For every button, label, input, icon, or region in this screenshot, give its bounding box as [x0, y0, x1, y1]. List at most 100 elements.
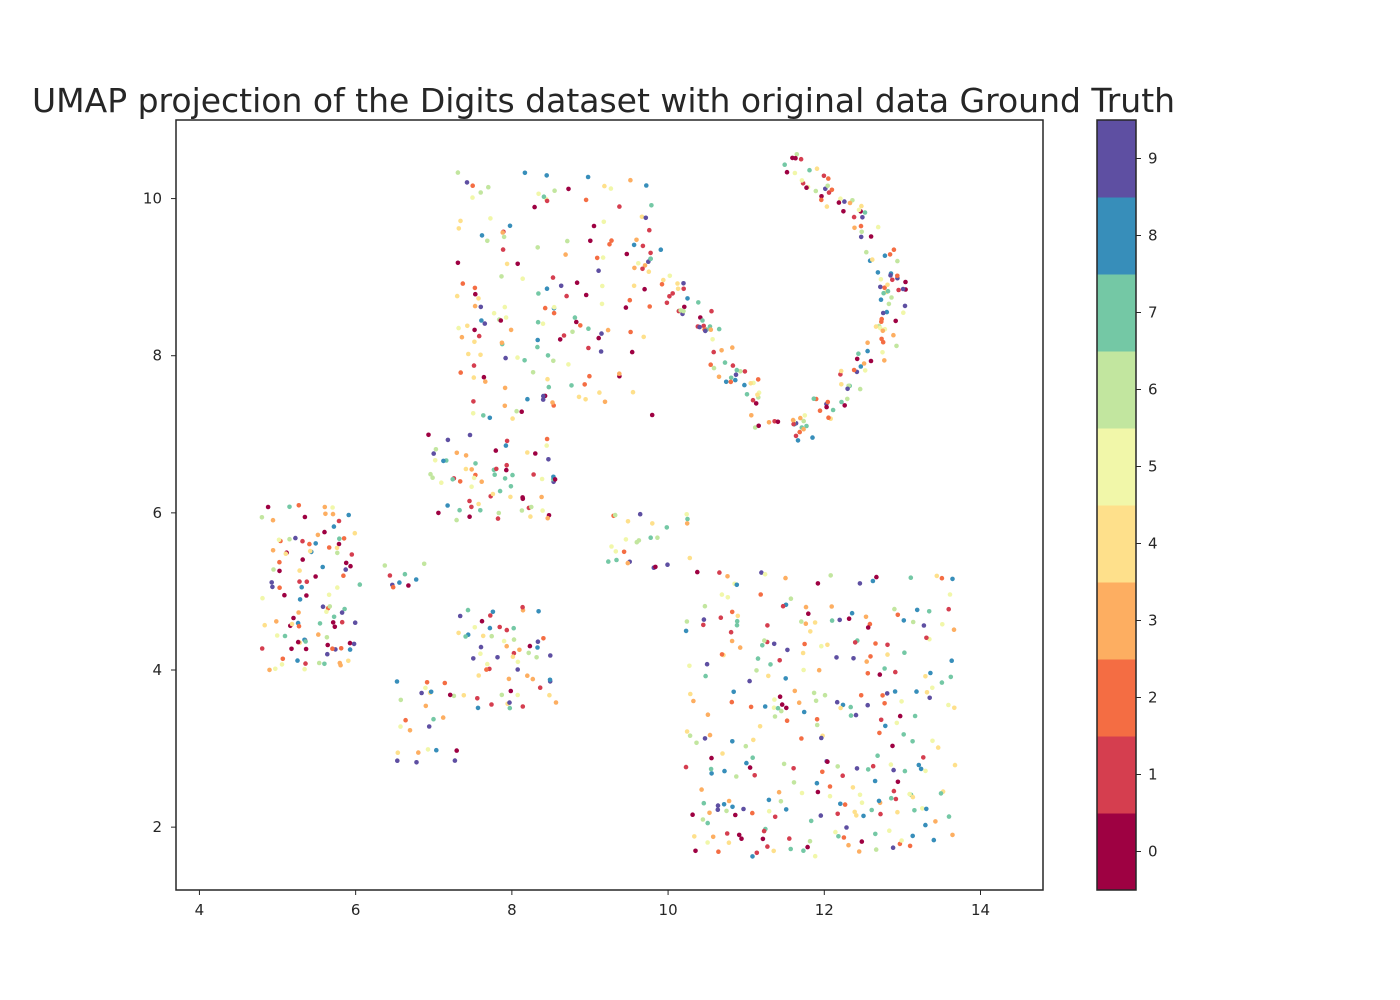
scatter-point: [750, 854, 755, 859]
scatter-point: [642, 263, 648, 268]
scatter-point: [801, 709, 807, 715]
scatter-point: [899, 699, 904, 704]
scatter-point: [403, 717, 408, 723]
scatter-point: [665, 562, 670, 567]
scatter-point: [335, 550, 340, 556]
scatter-point: [566, 186, 571, 192]
scatter-point: [815, 789, 821, 795]
scatter-point: [902, 303, 908, 309]
scatter-point: [282, 592, 287, 598]
scatter-point: [722, 360, 728, 365]
scatter-point: [838, 196, 843, 201]
scatter-point: [902, 768, 908, 774]
scatter-point: [287, 504, 292, 510]
scatter-point: [864, 249, 869, 255]
scatter-point: [794, 152, 800, 157]
scatter-point: [762, 638, 767, 643]
scatter-point: [730, 345, 735, 350]
scatter-point: [572, 315, 578, 320]
scatter-point: [896, 287, 901, 293]
scatter-point: [841, 209, 846, 214]
scatter-point: [851, 214, 857, 220]
scatter-point: [791, 780, 797, 785]
scatter-point: [710, 337, 715, 342]
colorbar-ticks: 0 1 2 3 4 5 6 7 8 9: [1136, 150, 1158, 861]
scatter-point: [839, 382, 844, 387]
scatter-point: [918, 766, 924, 772]
scatter-point: [807, 167, 812, 173]
scatter-point: [894, 720, 900, 726]
scatter-point: [825, 399, 831, 405]
scatter-point: [842, 802, 848, 807]
scatter-point: [709, 755, 714, 761]
scatter-point: [910, 619, 916, 625]
scatter-point: [888, 795, 894, 801]
colorbar-tick-label: 4: [1148, 535, 1158, 553]
scatter-point: [681, 281, 686, 286]
scatter-point: [407, 728, 413, 733]
scatter-point: [771, 848, 776, 854]
scatter-point: [440, 715, 446, 720]
scatter-point: [884, 691, 890, 696]
scatter-point: [519, 409, 524, 415]
scatter-point: [431, 451, 437, 456]
scatter-point: [511, 637, 517, 642]
scatter-point: [780, 603, 786, 609]
scatter-point: [302, 514, 308, 520]
scatter-point: [535, 645, 540, 650]
scatter-point: [688, 691, 693, 697]
scatter-point: [725, 574, 730, 579]
scatter-point: [320, 604, 326, 609]
scatter-point: [650, 521, 655, 526]
scatter-point: [882, 285, 887, 291]
scatter-point: [845, 396, 850, 402]
scatter-point: [471, 399, 476, 404]
scatter-point: [642, 286, 647, 292]
scatter-point: [558, 283, 564, 289]
scatter-point: [456, 325, 461, 331]
scatter-point: [930, 738, 935, 744]
scatter-point: [885, 282, 890, 288]
scatter-point: [765, 623, 770, 628]
scatter-point: [664, 300, 670, 306]
scatter-point: [933, 819, 938, 824]
scatter-point: [467, 498, 472, 504]
scatter-point: [857, 792, 863, 798]
scatter-point: [295, 658, 300, 663]
scatter-point: [432, 458, 438, 463]
scatter-point: [851, 367, 857, 373]
scatter-point: [629, 349, 635, 355]
scatter-point: [640, 266, 645, 272]
scatter-point: [923, 822, 928, 828]
scatter-point: [515, 667, 520, 672]
scatter-point: [682, 304, 687, 310]
scatter-point: [724, 808, 729, 814]
scatter-point: [784, 718, 790, 723]
scatter-point: [801, 426, 806, 432]
scatter-point: [791, 421, 796, 427]
scatter-point: [342, 606, 347, 612]
scatter-point: [910, 833, 915, 839]
scatter-point: [500, 230, 506, 235]
scatter-point: [776, 789, 782, 795]
scatter-point: [946, 702, 951, 708]
scatter-point: [684, 729, 690, 734]
scatter-point: [479, 479, 485, 485]
scatter-point: [649, 412, 655, 418]
scatter-point: [819, 643, 824, 649]
scatter-point: [499, 692, 505, 698]
scatter-point: [631, 242, 637, 248]
scatter-point: [820, 769, 825, 775]
scatter-point: [469, 467, 475, 472]
scatter-point: [735, 613, 741, 619]
scatter-point: [600, 255, 606, 260]
scatter-point: [716, 849, 721, 854]
scatter-point: [511, 625, 516, 631]
scatter-point: [515, 692, 520, 698]
scatter-point: [733, 377, 738, 383]
chart-title: UMAP projection of the Digits dataset wi…: [32, 81, 1175, 120]
scatter-point: [325, 651, 330, 657]
scatter-point: [916, 762, 922, 768]
scatter-point: [276, 537, 282, 543]
scatter-point: [347, 640, 353, 646]
